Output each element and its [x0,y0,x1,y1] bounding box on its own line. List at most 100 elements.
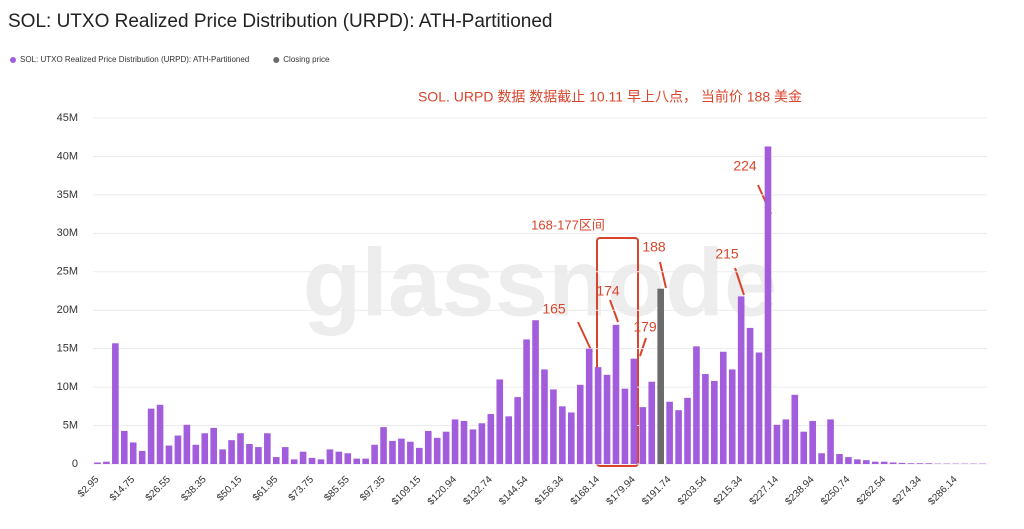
bar [103,461,110,464]
bar [469,429,477,464]
bar [165,445,173,464]
x-tick-label: $262.54 [855,474,889,508]
bar [845,457,852,464]
x-tick-label: $144.54 [497,474,531,508]
bar [353,458,361,464]
watermark: glassnode [303,229,778,336]
bar [898,462,906,464]
bar [907,463,915,464]
bar [174,435,182,464]
bar [451,419,459,464]
bar [523,339,530,464]
y-tick-label: 0 [72,458,78,470]
annotation: 179 [633,319,657,335]
annotation: 168-177区间 [531,217,605,232]
bar [764,146,772,464]
bar [487,414,495,464]
legend-label: SOL: UTXO Realized Price Distribution (U… [20,55,249,64]
bar [693,346,700,464]
highlight-box [596,237,639,467]
bar [755,352,763,464]
bar [541,369,548,464]
bar [702,374,709,464]
x-tick-label: $238.94 [783,474,817,508]
bar [299,451,307,464]
y-tick-label: 45M [57,112,78,124]
bar [389,440,396,464]
bar [648,381,656,464]
y-tick-label: 5M [63,419,78,431]
y-tick-label: 25M [57,266,78,278]
bar [836,454,843,464]
bar [818,453,825,464]
bar [863,460,870,464]
bar [639,407,647,464]
bar [326,449,334,464]
bar [228,440,235,464]
bar [585,348,593,464]
x-tick-label: $179.94 [605,474,639,508]
x-tick-label: $14.75 [108,474,138,504]
bar [576,384,584,464]
bar [925,463,933,464]
bar [746,327,754,464]
bar [317,459,325,464]
x-tick-label: $156.34 [533,474,567,508]
bar [281,447,289,464]
bar [791,394,799,464]
bar [398,438,405,464]
bar [496,379,504,464]
bar [809,420,816,464]
y-tick-label: 10M [57,381,78,393]
bar [880,461,888,464]
bar [335,451,343,464]
bar [827,419,834,464]
x-tick-label: $73.75 [287,474,317,504]
bar [183,424,191,464]
y-tick-label: 20M [57,304,78,316]
bar [120,430,128,464]
bar [344,453,352,464]
bar [156,404,164,464]
bar [147,408,155,464]
x-tick-label: $286.14 [926,474,960,508]
bar [612,324,620,464]
bar [362,458,369,464]
bar [442,431,450,464]
bar [433,437,441,464]
bar [201,433,209,464]
bar [94,462,101,464]
annotation: 188 [642,239,666,255]
x-tick-label: $38.35 [179,474,209,504]
bar [237,433,244,464]
bar [219,449,226,464]
x-tick-label: $26.55 [144,474,174,504]
bar [567,412,575,464]
x-tick-label: $2.95 [76,474,102,500]
bar [290,459,298,464]
bar [264,433,271,464]
x-tick-label: $168.14 [569,474,603,508]
bar [272,457,280,464]
x-tick-label: $61.95 [251,474,281,504]
x-tick-label: $132.74 [461,474,495,508]
bar [478,423,486,464]
y-tick-label: 35M [57,189,78,201]
bar [594,367,602,464]
bar [657,288,664,464]
bar [550,389,557,464]
bar [630,358,638,464]
bar [773,424,781,464]
x-tick-label: $227.14 [748,474,782,508]
bar [514,397,521,464]
bar [782,419,790,464]
x-tick-label: $215.34 [712,474,746,508]
bar [800,431,808,464]
bar [255,447,262,464]
bar [684,397,691,464]
bar [246,444,253,464]
annotation: 165 [542,301,566,317]
bar [210,427,217,464]
bar [675,410,682,464]
